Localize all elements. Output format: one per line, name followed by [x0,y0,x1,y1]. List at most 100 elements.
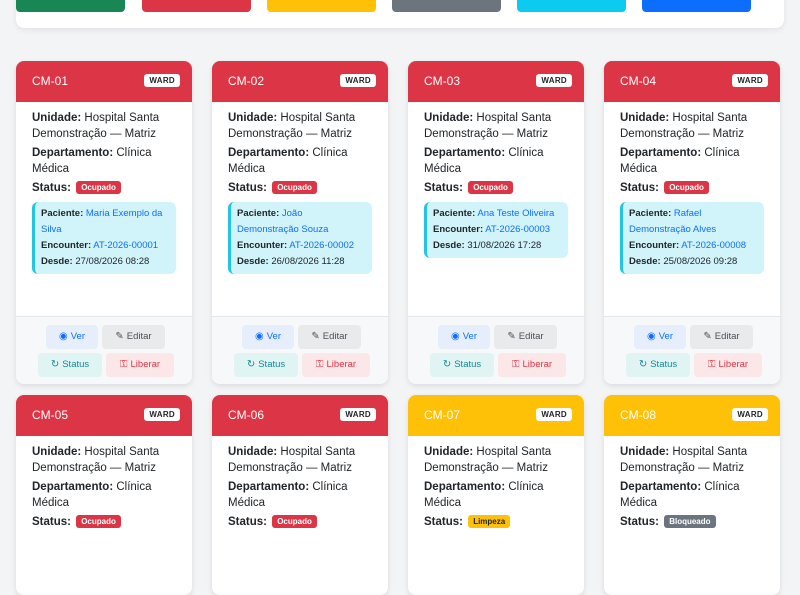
encounter-label: Encounter: [433,224,484,235]
status-filter-button[interactable] [392,0,501,12]
bed-code: CM-02 [228,74,265,88]
encounter-line: Encounter: AT-2026-00003 [433,222,562,238]
encounter-link[interactable]: AT-2026-00008 [679,240,747,251]
bed-status: Status: Bloqueado [620,514,764,530]
bed-card: CM-01 WARD Unidade: Hospital Santa Demonst… [16,61,192,384]
status-filter-button[interactable] [642,0,751,12]
department-label: Departamento: [424,481,506,493]
status-button-label: Status [650,359,678,370]
bed-card-body: Unidade: Hospital Santa Demonstração — M… [16,102,192,274]
department-value: Clínica Médica [228,481,348,509]
encounter-link[interactable]: AT-2026-00002 [287,240,355,251]
bed-unit: Unidade: Hospital Santa Demonstração — M… [32,444,176,476]
pencil-icon: ✎ [507,331,516,342]
department-value: Clínica Médica [228,147,348,175]
status-filter-button[interactable] [267,0,376,12]
bed-card-header: CM-02 WARD [212,61,388,102]
bed-card: CM-05 WARD Unidade: Hospital Santa Demonst… [16,395,192,595]
bed-department: Departamento: Clínica Médica [228,145,372,177]
patient-info-box: Paciente: Rafael Demonstração Alves Encou… [620,202,764,274]
bed-card-actions: ◉ Ver ✎ Editar ↻ Status ⚿ Liberar [16,316,192,384]
bed-status: Status: Ocupado [620,180,764,196]
status-button[interactable]: ↻ Status [38,353,102,377]
unit-value: Hospital Santa Demonstração — Matriz [228,112,356,140]
bed-status: Status: Ocupado [228,180,372,196]
view-button[interactable]: ◉ Ver [634,325,686,349]
bed-card-body: Unidade: Hospital Santa Demonstração — M… [16,436,192,530]
bed-card-actions: ◉ Ver ✎ Editar ↻ Status ⚿ Liberar [408,316,584,384]
status-badge: Ocupado [272,181,317,194]
unit-value: Hospital Santa Demonstração — Matriz [620,112,748,140]
status-filter-button[interactable] [142,0,251,12]
patient-link[interactable]: Rafael Demonstração Alves [629,208,717,235]
status-label: Status: [620,182,659,194]
department-value: Clínica Médica [424,147,544,175]
status-label: Status: [424,182,463,194]
bed-card-body: Unidade: Hospital Santa Demonstração — M… [604,102,780,274]
view-button[interactable]: ◉ Ver [46,325,98,349]
view-button[interactable]: ◉ Ver [242,325,294,349]
patient-info-box: Paciente: João Demonstração Souza Encount… [228,202,372,274]
bed-department: Departamento: Clínica Médica [620,145,764,177]
unit-value: Hospital Santa Demonstração — Matriz [424,446,552,474]
view-button-label: Ver [462,331,477,342]
status-button[interactable]: ↻ Status [626,353,690,377]
edit-button[interactable]: ✎ Editar [102,325,165,349]
unit-label: Unidade: [32,112,82,124]
encounter-line: Encounter: AT-2026-00008 [629,238,758,254]
bed-unit: Unidade: Hospital Santa Demonstração — M… [620,444,764,476]
bed-card: CM-04 WARD Unidade: Hospital Santa Demonst… [604,61,780,384]
status-filter-button[interactable] [517,0,626,12]
department-label: Departamento: [228,147,310,159]
view-button-label: Ver [266,331,281,342]
view-button[interactable]: ◉ Ver [438,325,490,349]
bed-card-header: CM-04 WARD [604,61,780,102]
patient-link[interactable]: João Demonstração Souza [237,208,329,235]
eye-icon: ◉ [255,331,264,342]
unit-value: Hospital Santa Demonstração — Matriz [32,112,160,140]
edit-button-label: Editar [518,331,544,342]
edit-button[interactable]: ✎ Editar [690,325,753,349]
status-badge: Ocupado [76,181,121,194]
bed-code: CM-03 [424,74,461,88]
edit-button[interactable]: ✎ Editar [494,325,557,349]
bed-code: CM-01 [32,74,69,88]
release-button[interactable]: ⚿ Liberar [106,353,174,377]
patient-label: Paciente: [629,208,672,219]
bed-status: Status: Ocupado [424,180,568,196]
bed-unit: Unidade: Hospital Santa Demonstração — M… [424,444,568,476]
eye-icon: ◉ [647,331,656,342]
status-button[interactable]: ↻ Status [234,353,298,377]
bed-card-body: Unidade: Hospital Santa Demonstração — M… [212,102,388,274]
department-label: Departamento: [620,481,702,493]
release-button[interactable]: ⚿ Liberar [694,353,762,377]
status-button[interactable]: ↻ Status [430,353,494,377]
bed-type-badge: WARD [340,408,376,421]
patient-line: Paciente: Maria Exemplo da Silva [41,206,170,238]
edit-button-label: Editar [714,331,740,342]
bed-department: Departamento: Clínica Médica [32,145,176,177]
status-filter-button[interactable] [16,0,125,12]
edit-button[interactable]: ✎ Editar [298,325,361,349]
bed-code: CM-08 [620,408,657,422]
bed-card: CM-08 WARD Unidade: Hospital Santa Demonst… [604,395,780,595]
department-value: Clínica Médica [620,481,740,509]
bed-code: CM-07 [424,408,461,422]
patient-label: Paciente: [237,208,280,219]
release-button-label: Liberar [718,359,749,370]
encounter-link[interactable]: AT-2026-00001 [91,240,159,251]
patient-link[interactable]: Ana Teste Oliveira [475,208,555,219]
view-button-label: Ver [658,331,673,342]
status-button-label: Status [62,359,90,370]
release-button[interactable]: ⚿ Liberar [498,353,566,377]
patient-link[interactable]: Maria Exemplo da Silva [41,208,163,235]
pencil-icon: ✎ [703,331,712,342]
status-badge: Limpeza [468,515,511,528]
unit-value: Hospital Santa Demonstração — Matriz [228,446,356,474]
release-button[interactable]: ⚿ Liberar [302,353,370,377]
encounter-line: Encounter: AT-2026-00002 [237,238,366,254]
encounter-link[interactable]: AT-2026-00003 [483,224,551,235]
bed-card-header: CM-01 WARD [16,61,192,102]
unlock-icon: ⚿ [707,359,716,370]
patient-line: Paciente: Rafael Demonstração Alves [629,206,758,238]
